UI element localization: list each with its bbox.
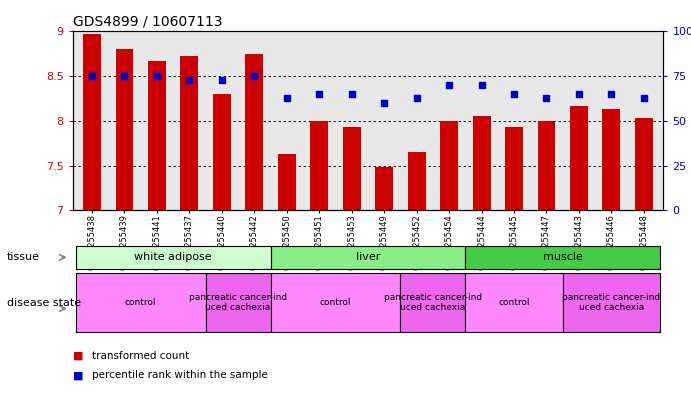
Bar xyxy=(570,106,588,210)
Point xyxy=(346,91,357,97)
Text: pancreatic cancer-ind
uced cachexia: pancreatic cancer-ind uced cachexia xyxy=(384,293,482,312)
Text: tissue: tissue xyxy=(7,252,40,263)
Text: control: control xyxy=(125,298,156,307)
Bar xyxy=(440,121,458,210)
Bar xyxy=(83,34,101,210)
Bar xyxy=(213,94,231,210)
Point xyxy=(606,91,617,97)
Text: muscle: muscle xyxy=(543,252,583,263)
Text: pancreatic cancer-ind
uced cachexia: pancreatic cancer-ind uced cachexia xyxy=(189,293,287,312)
Point xyxy=(444,82,455,88)
Point xyxy=(476,82,487,88)
Point xyxy=(249,73,260,79)
Bar xyxy=(115,49,133,210)
Text: GDS4899 / 10607113: GDS4899 / 10607113 xyxy=(73,15,222,29)
Text: pancreatic cancer-ind
uced cachexia: pancreatic cancer-ind uced cachexia xyxy=(562,293,661,312)
Point xyxy=(151,73,162,79)
Bar xyxy=(278,154,296,210)
Bar xyxy=(375,167,393,210)
Point xyxy=(184,77,195,83)
Bar xyxy=(603,109,621,210)
Bar xyxy=(310,121,328,210)
Text: disease state: disease state xyxy=(7,298,81,308)
Point xyxy=(574,91,585,97)
Bar xyxy=(148,61,166,210)
Point xyxy=(119,73,130,79)
Point xyxy=(509,91,520,97)
Point xyxy=(411,94,422,101)
Bar xyxy=(505,127,523,210)
Bar xyxy=(180,57,198,210)
Bar xyxy=(473,116,491,210)
Bar xyxy=(538,121,556,210)
Point xyxy=(314,91,325,97)
Text: transformed count: transformed count xyxy=(92,351,189,361)
Text: ■: ■ xyxy=(73,370,83,380)
Point xyxy=(86,73,97,79)
Text: ■: ■ xyxy=(73,351,83,361)
Text: control: control xyxy=(320,298,351,307)
Point xyxy=(379,100,390,106)
Point xyxy=(638,94,650,101)
Point xyxy=(216,77,227,83)
Text: control: control xyxy=(498,298,530,307)
Text: percentile rank within the sample: percentile rank within the sample xyxy=(92,370,268,380)
Point xyxy=(541,94,552,101)
Bar xyxy=(343,127,361,210)
Text: white adipose: white adipose xyxy=(134,252,212,263)
Text: liver: liver xyxy=(356,252,380,263)
Bar xyxy=(635,118,653,210)
Point xyxy=(281,94,292,101)
Bar xyxy=(408,152,426,210)
Bar xyxy=(245,54,263,210)
